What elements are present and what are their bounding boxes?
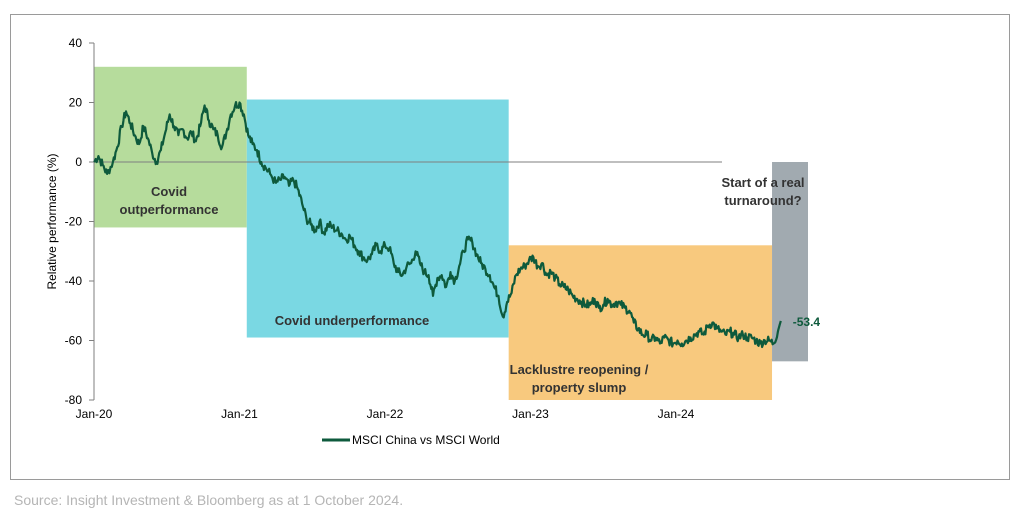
x-tick-label: Jan-22 <box>367 407 404 421</box>
x-tick-label: Jan-21 <box>221 407 258 421</box>
legend: MSCI China vs MSCI World <box>322 433 500 447</box>
y-tick-label: 20 <box>69 96 83 110</box>
region-box-1 <box>246 99 509 338</box>
region-label-3: turnaround? <box>724 193 801 208</box>
y-tick-label: -60 <box>65 334 83 348</box>
region-label-0: Covid <box>151 184 187 199</box>
y-tick-label: -80 <box>65 393 83 407</box>
y-axis-title: Relative performance (%) <box>45 153 59 289</box>
region-box-2 <box>508 245 773 400</box>
region-label-1: Covid underperformance <box>275 313 430 328</box>
x-tick-label: Jan-23 <box>512 407 549 421</box>
x-tick-label: Jan-20 <box>76 407 113 421</box>
region-label-3: Start of a real <box>721 175 804 190</box>
legend-label: MSCI China vs MSCI World <box>352 433 500 447</box>
y-tick-label: -20 <box>65 215 83 229</box>
y-tick-label: 40 <box>69 36 83 50</box>
region-label-2: property slump <box>532 380 627 395</box>
series-line-0 <box>93 101 782 349</box>
end-value-label: -53.4 <box>793 315 821 329</box>
source-note: Source: Insight Investment & Bloomberg a… <box>14 492 404 508</box>
y-tick-label: 0 <box>75 155 82 169</box>
region-label-2: Lacklustre reopening / <box>510 362 649 377</box>
chart-frame <box>10 14 1010 480</box>
region-label-0: outperformance <box>120 202 219 217</box>
y-tick-label: -40 <box>65 274 83 288</box>
x-tick-label: Jan-24 <box>658 407 695 421</box>
